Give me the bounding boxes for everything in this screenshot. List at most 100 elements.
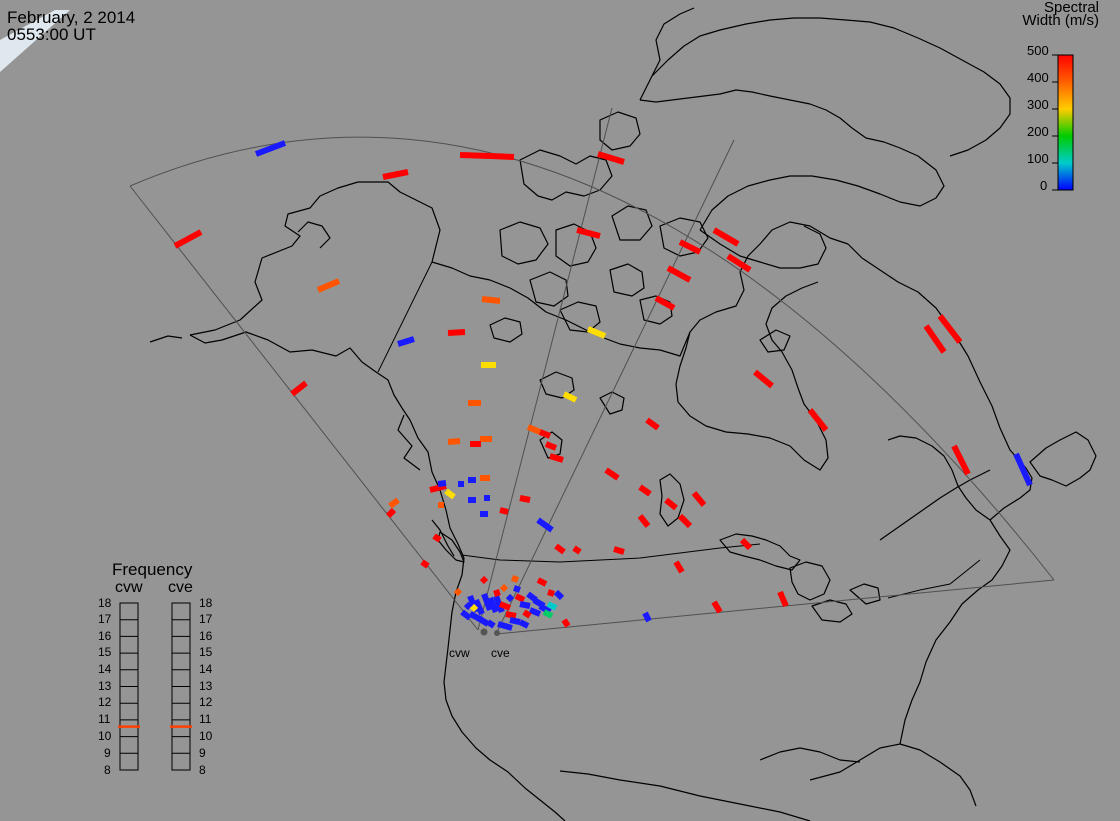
- frequency-level: 13: [98, 679, 112, 693]
- frequency-level: 11: [98, 712, 111, 726]
- scatter-vector: [642, 611, 652, 623]
- scatter-vector: [673, 560, 685, 574]
- legend-tick: 0: [1040, 178, 1048, 193]
- coastlines: [149, 7, 1097, 821]
- frequency-level: 18: [98, 596, 112, 610]
- scatter-vector: [739, 537, 753, 551]
- scatter-vector: [561, 618, 571, 628]
- scatter-vector: [654, 295, 676, 311]
- frequency-level: 18: [199, 596, 213, 610]
- scatter-vector: [1013, 452, 1033, 487]
- scatter-vector: [777, 590, 789, 608]
- scatter-vector: [444, 488, 456, 500]
- scatter-vector: [549, 453, 564, 463]
- frequency-radar-label: cvw: [115, 579, 143, 596]
- scatter-vector: [459, 152, 491, 159]
- scatter-vector: [290, 380, 308, 397]
- scatter-vector: [385, 507, 397, 519]
- frequency-level: 17: [199, 612, 213, 626]
- scatter-vector: [613, 546, 625, 555]
- scatter-vector: [542, 609, 554, 619]
- date-label: February, 2 2014: [7, 8, 136, 27]
- scatter-vector: [691, 491, 707, 507]
- scatter-vector: [807, 408, 829, 432]
- scatter-vector: [547, 589, 555, 597]
- scatter-vector: [497, 621, 513, 631]
- scatter-vector: [486, 619, 496, 629]
- scatter-vector: [514, 593, 526, 603]
- time-label: 0553:00 UT: [7, 25, 96, 44]
- legend-tick: 100: [1027, 151, 1049, 166]
- scatter-vector: [511, 575, 519, 583]
- scatter-vector: [254, 140, 287, 157]
- scatter-vector: [509, 617, 521, 625]
- scatter-vector: [493, 594, 505, 614]
- scatter-vector: [554, 543, 566, 555]
- scatter-vector: [499, 507, 509, 515]
- scatter-vector: [937, 314, 963, 344]
- radar-site-dot: [494, 630, 500, 636]
- radar-site-label: cve: [491, 646, 510, 660]
- scatter-vector: [753, 369, 774, 389]
- scatter-vector: [572, 545, 582, 555]
- scatter-vector: [420, 559, 430, 569]
- scatter-vector: [638, 484, 652, 497]
- scatter-vector: [604, 467, 620, 481]
- legend-title-line1: Spectral: [1043, 0, 1099, 16]
- frequency-level: 10: [199, 729, 213, 743]
- scatter-vector: [528, 607, 542, 617]
- radar-fov: [129, 107, 1055, 635]
- scatter-vector: [429, 483, 447, 493]
- scatter-vector: [498, 601, 512, 611]
- scatter-vector: [726, 253, 752, 273]
- scatter-vector: [469, 603, 479, 613]
- borders: [377, 261, 981, 599]
- legend-title-line2: Width (m/s): [1022, 12, 1099, 29]
- legend-tick: 400: [1027, 70, 1049, 85]
- frequency-level: 16: [199, 629, 213, 643]
- colorbar-ticks: [1052, 54, 1058, 191]
- scatter-vector: [536, 517, 554, 533]
- scatter-vector: [576, 227, 601, 239]
- scatter-vector: [923, 324, 947, 354]
- scatter-vector: [951, 444, 971, 476]
- radar-site-label: cvw: [449, 646, 470, 660]
- frequency-level: 14: [199, 662, 213, 676]
- scatter-vector: [453, 587, 463, 597]
- scatter-vector: [437, 480, 447, 487]
- scatter-vector: [173, 229, 203, 249]
- frequency-level: 16: [98, 629, 112, 643]
- scatter-vector: [476, 615, 490, 627]
- scatter-vector: [544, 441, 558, 451]
- scatter-vector: [499, 583, 509, 593]
- scatter-vector: [397, 336, 415, 347]
- scatter-vector: [538, 429, 552, 439]
- scatter-vector: [645, 417, 660, 431]
- frequency-level: 13: [199, 679, 213, 693]
- legend-tick: 300: [1027, 97, 1049, 112]
- frequency-level: 15: [98, 645, 112, 659]
- scatter-vector: [678, 239, 702, 255]
- scatter-vector: [597, 151, 625, 165]
- scatter-vector: [522, 609, 532, 619]
- scatter-vector: [463, 601, 473, 611]
- frequency-radar-label: cve: [168, 579, 193, 596]
- scatter-vector: [513, 585, 521, 593]
- radar-site-dot: [480, 628, 488, 636]
- scatter-vector: [382, 169, 409, 180]
- frequency-title: Frequency: [112, 560, 193, 579]
- scatter-vector: [481, 296, 501, 304]
- scatter-vector: [546, 601, 558, 611]
- frequency-level: 12: [98, 695, 112, 709]
- frequency-level: 11: [199, 712, 212, 726]
- frequency-level: 8: [104, 763, 111, 777]
- scatter-vector: [316, 278, 341, 293]
- legend-tick: 500: [1027, 43, 1049, 58]
- scatter-vectors: [173, 140, 1033, 631]
- scatter-vector: [519, 601, 531, 609]
- scatter-vector: [447, 438, 461, 445]
- scatter-vector: [447, 329, 466, 336]
- scatter-vector: [505, 611, 517, 619]
- scatter-vector: [481, 592, 493, 612]
